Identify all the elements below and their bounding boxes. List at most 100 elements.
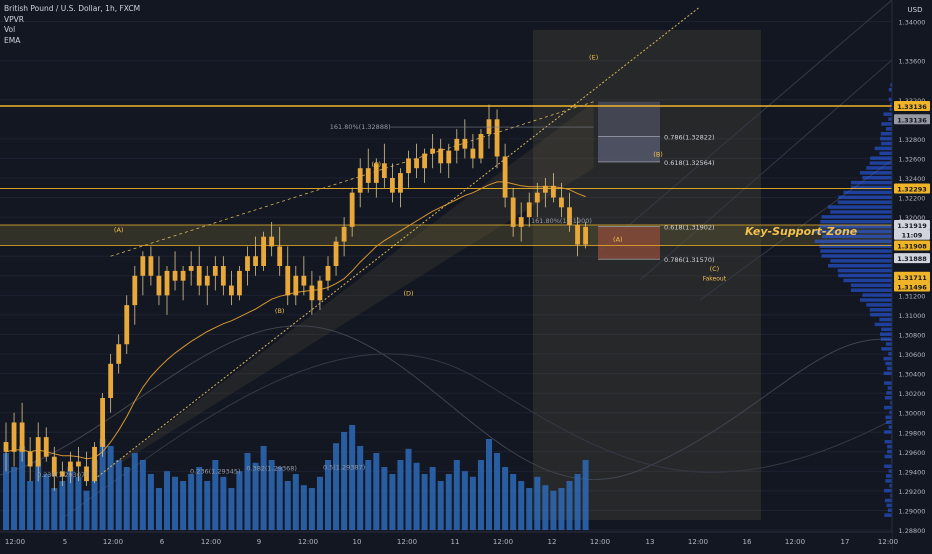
volume-bar bbox=[550, 491, 556, 530]
profile-bar bbox=[822, 254, 892, 258]
volume-bar bbox=[108, 446, 114, 530]
volume-bar bbox=[140, 460, 146, 530]
profile-bar bbox=[843, 191, 892, 195]
price-badge-label: 1.31888 bbox=[897, 255, 927, 263]
x-tick-label: 12:00 bbox=[785, 538, 805, 546]
candle-body bbox=[108, 364, 113, 398]
x-tick-label: 12:00 bbox=[688, 538, 708, 546]
profile-bar bbox=[843, 279, 892, 283]
volume-bar bbox=[148, 474, 154, 530]
candle-body bbox=[527, 202, 532, 217]
candle-body bbox=[245, 256, 250, 271]
profile-bar bbox=[870, 313, 892, 317]
wave-label: (A) bbox=[114, 226, 124, 234]
volume-bar bbox=[397, 460, 403, 530]
indicator-ema[interactable]: EMA bbox=[4, 36, 140, 47]
x-tick-label: 9 bbox=[257, 538, 261, 546]
profile-bar bbox=[884, 372, 892, 376]
candle-body bbox=[326, 266, 331, 281]
profile-bar bbox=[851, 284, 892, 288]
fib-level-label: 0.618(1.32564) bbox=[664, 159, 715, 167]
x-tick-label: 17 bbox=[841, 538, 850, 546]
profile-bar bbox=[883, 112, 892, 116]
candle-body bbox=[197, 266, 202, 286]
candle-body bbox=[165, 271, 170, 295]
profile-bar bbox=[851, 288, 892, 292]
profile-bar bbox=[888, 117, 892, 121]
profile-bar bbox=[884, 406, 892, 410]
candle-body bbox=[543, 186, 548, 193]
x-tick-label: 12:00 bbox=[878, 538, 898, 546]
volume-bar bbox=[196, 467, 202, 530]
volume-bar bbox=[277, 467, 283, 530]
candle-body bbox=[76, 462, 81, 467]
volume-bar bbox=[438, 481, 444, 530]
volume-bar bbox=[518, 481, 524, 530]
profile-bar bbox=[860, 171, 892, 175]
profile-bar bbox=[886, 127, 892, 130]
volume-bar bbox=[253, 463, 259, 530]
indicator-vpvr[interactable]: VPVR bbox=[4, 15, 140, 26]
y-tick-label: 1.33600 bbox=[899, 58, 926, 66]
profile-bar bbox=[885, 440, 892, 444]
profile-bar bbox=[887, 367, 892, 371]
volume-bar bbox=[381, 467, 387, 530]
volume-bar bbox=[422, 474, 428, 530]
profile-bar bbox=[885, 396, 892, 400]
profile-bar bbox=[879, 318, 892, 322]
fib-annotation: 0.5(1.29387) bbox=[323, 463, 365, 471]
candle-body bbox=[454, 139, 459, 151]
profile-bar bbox=[885, 455, 892, 459]
y-tick-label: 1.30600 bbox=[899, 351, 926, 359]
indicator-vol[interactable]: Vol bbox=[4, 25, 140, 36]
candle-body bbox=[310, 286, 315, 301]
x-tick-label: 11 bbox=[451, 538, 460, 546]
candle-body bbox=[124, 305, 129, 344]
candle-body bbox=[318, 281, 323, 301]
volume-bar bbox=[75, 477, 81, 530]
profile-bar bbox=[888, 386, 892, 390]
profile-bar bbox=[830, 259, 892, 263]
profile-bar bbox=[888, 508, 892, 512]
candle-body bbox=[237, 271, 242, 295]
candle-body bbox=[140, 256, 145, 276]
profile-bar bbox=[886, 474, 892, 478]
symbol-title: British Pound / U.S. Dollar, 1h, FXCM bbox=[4, 4, 140, 15]
fib-upper-band bbox=[598, 137, 660, 162]
chart-legend: British Pound / U.S. Dollar, 1h, FXCM VP… bbox=[4, 4, 140, 46]
y-tick-label: 1.29400 bbox=[899, 468, 926, 476]
volume-bar bbox=[430, 467, 436, 530]
volume-bar bbox=[180, 481, 186, 530]
profile-bar bbox=[889, 469, 892, 473]
profile-bar bbox=[888, 352, 892, 356]
fib-lower-band bbox=[598, 227, 660, 259]
candle-body bbox=[116, 344, 121, 364]
volume-bars bbox=[3, 425, 589, 530]
y-tick-label: 1.29200 bbox=[899, 488, 926, 496]
profile-bar bbox=[870, 156, 892, 160]
candle-body bbox=[229, 286, 234, 296]
volume-bar bbox=[188, 474, 194, 530]
y-tick-label: 1.28800 bbox=[899, 527, 926, 535]
profile-bar bbox=[883, 357, 892, 361]
y-tick-label: 1.30400 bbox=[899, 371, 926, 379]
fib-annotation: 161.80%(1.31900) bbox=[531, 217, 592, 225]
candle-body bbox=[342, 227, 347, 242]
profile-bar bbox=[881, 122, 892, 126]
y-tick-label: 1.32600 bbox=[899, 155, 926, 163]
candle-body bbox=[422, 154, 427, 169]
volume-bar bbox=[357, 446, 363, 530]
volume-bar bbox=[389, 474, 395, 530]
volume-bar bbox=[333, 443, 339, 530]
volume-bar bbox=[293, 474, 299, 530]
volume-bar bbox=[534, 477, 540, 530]
profile-bar bbox=[886, 342, 892, 346]
profile-bar bbox=[860, 298, 892, 302]
candle-body bbox=[583, 227, 588, 245]
zone-label: Key-Support-Zone bbox=[745, 225, 858, 238]
wave-label: (A) bbox=[613, 236, 623, 244]
price-badge-label: 1.31919 bbox=[897, 222, 927, 230]
candle-body bbox=[446, 151, 451, 164]
